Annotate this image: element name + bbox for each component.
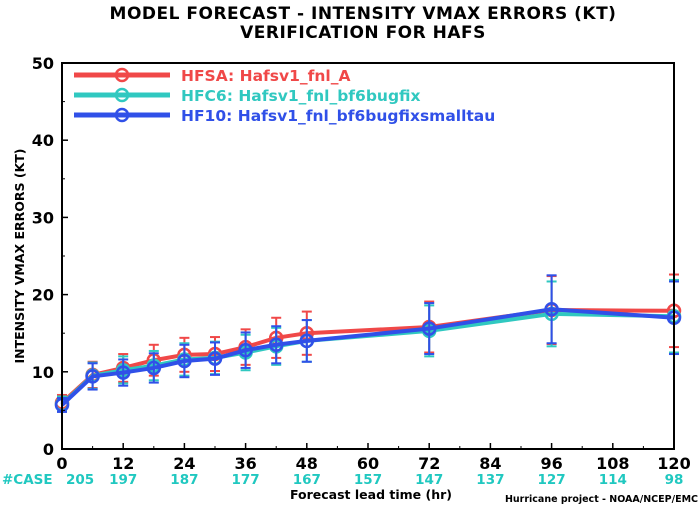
case-count: 187 [170,472,198,488]
case-count: 197 [109,472,137,488]
x-tick-label: 72 [418,454,440,473]
x-tick-label: 120 [657,454,690,473]
legend-marker [114,87,130,103]
y-axis: 0 10 20 30 40 50 [32,54,68,459]
case-count: 177 [232,472,260,488]
case-label-prefix: #CASE [2,472,53,488]
chart-title: MODEL FORECAST - INTENSITY VMAX ERRORS (… [110,4,617,24]
x-tick-label: 96 [540,454,562,473]
data-point [421,321,437,336]
y-tick-label: 50 [32,54,54,73]
y-tick-label: 10 [32,363,54,382]
x-tick-label: 108 [596,454,629,473]
data-point [85,369,100,384]
chart-subtitle: VERIFICATION FOR HAFS [240,23,486,43]
data-point [544,302,559,317]
plot-area [54,273,682,413]
data-point [238,342,253,358]
x-tick-label: 12 [112,454,134,473]
case-count: 167 [293,472,321,488]
legend-label: HFC6: Hafsv1_fnl_bf6bugfix [181,87,421,105]
y-tick-label: 0 [43,440,54,459]
case-count: 147 [415,472,443,488]
data-point [268,337,284,353]
data-point [115,365,131,380]
x-tick-label: 48 [296,454,318,473]
case-count: 114 [599,472,627,488]
data-point [146,360,162,376]
x-tick-label: 36 [234,454,256,473]
legend-item: HFSA: Hafsv1_fnl_A [74,67,350,85]
case-count: 127 [538,472,566,488]
legend-label: HFSA: Hafsv1_fnl_A [181,67,350,85]
case-count: 205 [66,472,94,488]
y-tick-label: 40 [32,131,54,150]
y-tick-label: 30 [32,208,54,227]
x-tick-label: 84 [479,454,501,473]
legend-marker [114,107,130,123]
legend-label: HF10: Hafsv1_fnl_bf6bugfixsmalltau [181,107,495,125]
legend-item: HFC6: Hafsv1_fnl_bf6bugfix [74,87,421,105]
case-count: 157 [354,472,382,488]
legend: HFSA: Hafsv1_fnl_A HFC6: Hafsv1_fnl_bf6bu… [74,67,495,125]
legend-item: HF10: Hafsv1_fnl_bf6bugfixsmalltau [74,107,495,125]
x-axis-label: Forecast lead time (hr) [290,487,452,502]
x-axis: 0 12 24 36 48 60 72 84 96 108 120 [56,443,691,473]
case-count: 98 [665,472,684,488]
data-point [207,351,223,366]
credit-text: Hurricane project - NOAA/NCEP/EMC [505,494,698,505]
x-tick-label: 60 [357,454,379,473]
y-tick-label: 20 [32,286,54,305]
x-tick-label: 24 [173,454,195,473]
y-axis-label: INTENSITY VMAX ERRORS (KT) [12,148,27,363]
legend-marker [114,67,130,83]
data-point [299,333,315,349]
case-count: 137 [476,472,504,488]
series-0 [54,273,682,412]
case-label: #CASE [2,472,53,488]
data-point [177,353,192,369]
x-tick-label: 0 [56,454,67,473]
case-counts: 205 197 187 177 167 157 147 137 127 114 98 [66,472,683,488]
series-2 [54,274,682,413]
